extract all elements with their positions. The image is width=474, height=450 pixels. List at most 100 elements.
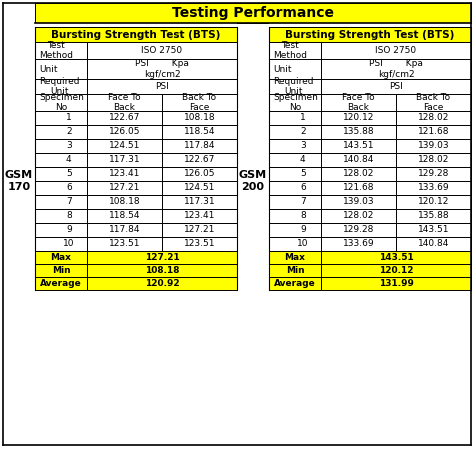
Text: PSI        Kpa
kgf/cm2: PSI Kpa kgf/cm2 (369, 59, 423, 79)
Bar (269, 42, 321, 59)
Text: 123.51: 123.51 (184, 239, 215, 248)
Bar (321, 237, 396, 251)
Text: 143.51: 143.51 (418, 225, 449, 234)
Bar (321, 125, 396, 139)
Bar (321, 264, 471, 277)
Bar (87, 237, 162, 251)
Text: 123.51: 123.51 (109, 239, 140, 248)
Bar (162, 139, 237, 153)
Text: 140.84: 140.84 (343, 156, 374, 165)
Bar (87, 42, 237, 59)
Bar (321, 79, 471, 94)
Bar (162, 181, 237, 195)
Text: 126.05: 126.05 (109, 127, 140, 136)
Text: Back To
Face: Back To Face (417, 93, 451, 112)
Bar (269, 23, 471, 27)
Text: Back To
Face: Back To Face (182, 93, 217, 112)
Text: 129.28: 129.28 (343, 225, 374, 234)
Text: Max: Max (51, 253, 72, 262)
Bar (87, 139, 162, 153)
Bar (269, 223, 321, 237)
Text: 139.03: 139.03 (343, 198, 374, 207)
Bar (321, 139, 396, 153)
Text: Testing Performance: Testing Performance (172, 6, 334, 20)
Bar (87, 181, 162, 195)
Text: Specimen
No: Specimen No (273, 93, 318, 112)
Text: Required
Unit: Required Unit (273, 77, 313, 96)
Text: Unit: Unit (39, 64, 57, 73)
Text: 5: 5 (66, 170, 72, 179)
Text: Average: Average (274, 279, 316, 288)
Bar (162, 153, 237, 167)
Bar (87, 111, 162, 125)
Text: Unit: Unit (273, 64, 292, 73)
Bar (35, 277, 87, 290)
Bar (321, 181, 396, 195)
Bar (269, 277, 321, 290)
Bar (396, 94, 471, 111)
Text: GSM
170: GSM 170 (5, 170, 33, 192)
Text: 128.02: 128.02 (343, 212, 374, 220)
Text: 108.18: 108.18 (184, 113, 215, 122)
Bar (162, 223, 237, 237)
Text: 9: 9 (66, 225, 72, 234)
Text: 10: 10 (63, 239, 74, 248)
Bar (321, 251, 471, 264)
Text: Specimen
No: Specimen No (39, 93, 84, 112)
Bar (87, 264, 237, 277)
Text: 121.68: 121.68 (343, 184, 374, 193)
Text: Face To
Back: Face To Back (342, 93, 375, 112)
Text: Test
Method: Test Method (39, 41, 73, 60)
Bar (87, 195, 162, 209)
Bar (87, 167, 162, 181)
Text: 117.31: 117.31 (184, 198, 215, 207)
Text: 4: 4 (300, 156, 306, 165)
Bar (35, 139, 87, 153)
Bar (321, 223, 396, 237)
Text: 2: 2 (66, 127, 72, 136)
Text: Test
Method: Test Method (273, 41, 307, 60)
Text: 118.54: 118.54 (184, 127, 215, 136)
Text: 135.88: 135.88 (343, 127, 374, 136)
Text: 5: 5 (300, 170, 306, 179)
Bar (35, 209, 87, 223)
Bar (396, 125, 471, 139)
Text: 127.21: 127.21 (184, 225, 215, 234)
Text: 3: 3 (300, 141, 306, 150)
Text: 124.51: 124.51 (184, 184, 215, 193)
Bar (321, 153, 396, 167)
Bar (396, 181, 471, 195)
Bar (35, 94, 87, 111)
Text: 133.69: 133.69 (343, 239, 374, 248)
Bar (321, 209, 396, 223)
Text: Max: Max (284, 253, 305, 262)
Bar (269, 27, 471, 42)
Bar (87, 153, 162, 167)
Bar (396, 139, 471, 153)
Text: Min: Min (286, 266, 304, 275)
Text: PSI        Kpa
kgf/cm2: PSI Kpa kgf/cm2 (135, 59, 189, 79)
Bar (321, 195, 396, 209)
Bar (269, 153, 321, 167)
Text: Average: Average (40, 279, 82, 288)
Bar (35, 59, 87, 79)
Bar (162, 94, 237, 111)
Bar (269, 125, 321, 139)
Bar (87, 59, 237, 79)
Bar (396, 195, 471, 209)
Text: 120.92: 120.92 (145, 279, 179, 288)
Bar (87, 209, 162, 223)
Text: 8: 8 (300, 212, 306, 220)
Text: 118.54: 118.54 (109, 212, 140, 220)
Text: 123.41: 123.41 (184, 212, 215, 220)
Bar (162, 167, 237, 181)
Bar (321, 42, 471, 59)
Text: 128.02: 128.02 (343, 170, 374, 179)
Bar (269, 251, 321, 264)
Text: PSI: PSI (389, 82, 403, 91)
Bar (87, 125, 162, 139)
Text: 120.12: 120.12 (343, 113, 374, 122)
Bar (3, 27, 35, 290)
Text: 131.99: 131.99 (379, 279, 413, 288)
Text: 127.21: 127.21 (109, 184, 140, 193)
